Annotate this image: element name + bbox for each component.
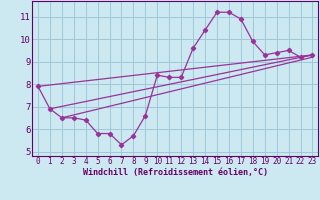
- X-axis label: Windchill (Refroidissement éolien,°C): Windchill (Refroidissement éolien,°C): [83, 168, 268, 177]
